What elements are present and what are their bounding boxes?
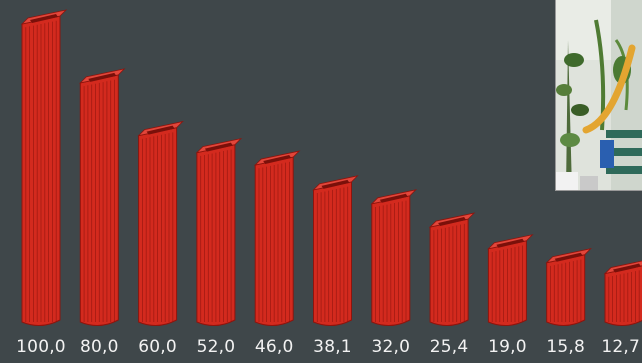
size-label: 32,0	[371, 337, 411, 357]
size-label: 15,8	[546, 337, 586, 357]
profile-bar	[137, 120, 184, 326]
profile-bar	[312, 175, 359, 326]
profile-bar	[545, 248, 592, 326]
profile-print-mark	[204, 142, 233, 152]
profile-bar	[20, 9, 68, 326]
profile-print-mark	[146, 125, 175, 135]
profile-print-mark	[438, 217, 467, 227]
size-label: 12,7	[601, 337, 640, 357]
profile-print-mark	[88, 72, 117, 82]
profile-print-mark	[30, 14, 58, 23]
profile-face	[604, 265, 642, 326]
profile-print-mark	[321, 179, 350, 189]
size-label: 80,0	[79, 337, 119, 357]
profile-print-mark	[496, 238, 525, 248]
profile-bar	[370, 189, 418, 326]
profile-print-mark	[379, 193, 408, 203]
profile-print-mark	[613, 263, 641, 273]
profile-bar	[487, 234, 534, 326]
plants-photo-image	[556, 0, 642, 190]
size-label: 46,0	[254, 337, 294, 357]
profile-print-mark	[554, 252, 583, 262]
profile-bar	[253, 150, 301, 326]
size-label: 19,0	[488, 337, 527, 357]
size-label: 100,0	[16, 337, 66, 357]
size-label: 60,0	[138, 337, 177, 357]
profile-bar	[603, 260, 642, 326]
size-label: 25,4	[429, 337, 469, 357]
profile-bar	[195, 137, 243, 326]
size-label: 52,0	[196, 337, 236, 357]
profile-print-mark	[263, 155, 292, 165]
profile-bar	[79, 68, 126, 326]
plants-photo	[555, 0, 642, 191]
profile-bar	[428, 212, 476, 326]
size-label: 38,1	[313, 337, 352, 357]
